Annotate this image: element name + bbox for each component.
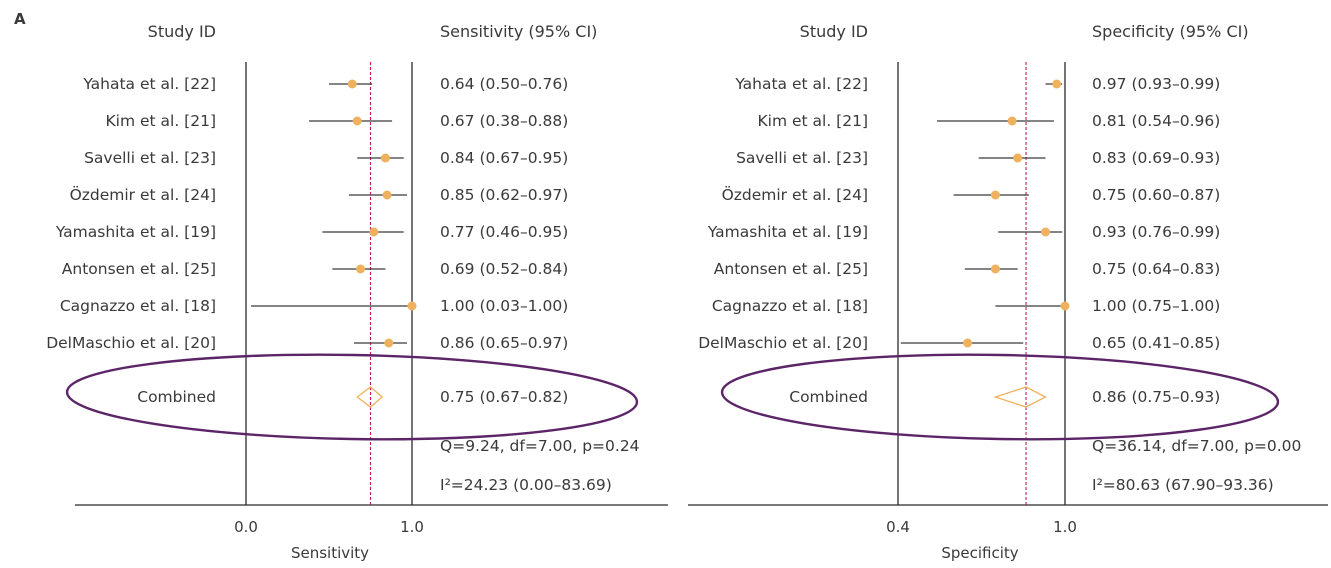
- estimate-value: 0.97 (0.93–0.99): [1092, 75, 1220, 93]
- point-estimate: [1007, 116, 1017, 126]
- point-estimate: [1041, 227, 1051, 237]
- estimate-value: 0.65 (0.41–0.85): [1092, 334, 1220, 352]
- heterogeneity-q: Q=9.24, df=7.00, p=0.24: [440, 437, 640, 455]
- estimate-value: 0.64 (0.50–0.76): [440, 75, 568, 93]
- estimate-header: Sensitivity (95% CI): [440, 22, 597, 41]
- study-label: Yahata et al. [22]: [82, 75, 216, 93]
- x-tick-label: 1.0: [1053, 518, 1077, 536]
- study-label: Savelli et al. [23]: [84, 149, 216, 167]
- point-estimate: [990, 190, 1000, 200]
- estimate-value: 0.84 (0.67–0.95): [440, 149, 568, 167]
- x-tick-label: 1.0: [400, 518, 424, 536]
- highlight-ellipse: [720, 353, 1280, 441]
- combined-label: Combined: [137, 388, 216, 406]
- point-estimate: [382, 190, 392, 200]
- study-id-header: Study ID: [800, 22, 868, 41]
- panel-label: A: [14, 10, 26, 28]
- estimate-value: 0.69 (0.52–0.84): [440, 260, 568, 278]
- estimate-value: 0.81 (0.54–0.96): [1092, 112, 1220, 130]
- study-label: Cagnazzo et al. [18]: [60, 297, 216, 315]
- estimate-value: 0.83 (0.69–0.93): [1092, 149, 1220, 167]
- study-label: Savelli et al. [23]: [736, 149, 868, 167]
- x-axis-title: Sensitivity: [291, 544, 369, 562]
- estimate-value: 0.75 (0.60–0.87): [1092, 186, 1220, 204]
- study-label: Yamashita et al. [19]: [55, 223, 216, 241]
- estimate-value: 1.00 (0.75–1.00): [1092, 297, 1220, 315]
- point-estimate: [369, 227, 379, 237]
- study-label: Cagnazzo et al. [18]: [712, 297, 868, 315]
- study-label: Antonsen et al. [25]: [62, 260, 216, 278]
- point-estimate: [352, 116, 362, 126]
- point-estimate: [356, 264, 366, 274]
- point-estimate: [1013, 153, 1023, 163]
- x-tick-label: 0.0: [234, 518, 258, 536]
- study-label: Özdemir et al. [24]: [70, 185, 216, 204]
- combined-label: Combined: [789, 388, 868, 406]
- study-label: Kim et al. [21]: [105, 112, 216, 130]
- point-estimate: [380, 153, 390, 163]
- point-estimate: [347, 79, 357, 89]
- highlight-ellipse: [65, 353, 639, 441]
- estimate-value: 0.93 (0.76–0.99): [1092, 223, 1220, 241]
- point-estimate: [384, 338, 394, 348]
- point-estimate: [407, 301, 417, 311]
- x-axis-title: Specificity: [941, 544, 1018, 562]
- estimate-value: 0.77 (0.46–0.95): [440, 223, 568, 241]
- estimate-value: 0.86 (0.65–0.97): [440, 334, 568, 352]
- point-estimate: [990, 264, 1000, 274]
- study-label: Özdemir et al. [24]: [722, 185, 868, 204]
- combined-diamond: [356, 386, 384, 408]
- estimate-value: 0.85 (0.62–0.97): [440, 186, 568, 204]
- study-label: Yamashita et al. [19]: [707, 223, 868, 241]
- heterogeneity-q: Q=36.14, df=7.00, p=0.00: [1092, 437, 1301, 455]
- study-label: Kim et al. [21]: [757, 112, 868, 130]
- heterogeneity-i2: I²=80.63 (67.90–93.36): [1092, 476, 1274, 494]
- combined-estimate-value: 0.75 (0.67–0.82): [440, 388, 568, 406]
- estimate-header: Specificity (95% CI): [1092, 22, 1249, 41]
- heterogeneity-i2: I²=24.23 (0.00–83.69): [440, 476, 612, 494]
- point-estimate: [963, 338, 973, 348]
- study-label: Yahata et al. [22]: [734, 75, 868, 93]
- study-label: DelMaschio et al. [20]: [46, 334, 216, 352]
- point-estimate: [1052, 79, 1062, 89]
- combined-estimate-value: 0.86 (0.75–0.93): [1092, 388, 1220, 406]
- study-id-header: Study ID: [148, 22, 216, 41]
- combined-diamond: [993, 386, 1047, 408]
- estimate-value: 1.00 (0.03–1.00): [440, 297, 568, 315]
- study-label: DelMaschio et al. [20]: [698, 334, 868, 352]
- x-tick-label: 0.4: [886, 518, 910, 536]
- estimate-value: 0.75 (0.64–0.83): [1092, 260, 1220, 278]
- estimate-value: 0.67 (0.38–0.88): [440, 112, 568, 130]
- study-label: Antonsen et al. [25]: [714, 260, 868, 278]
- point-estimate: [1060, 301, 1070, 311]
